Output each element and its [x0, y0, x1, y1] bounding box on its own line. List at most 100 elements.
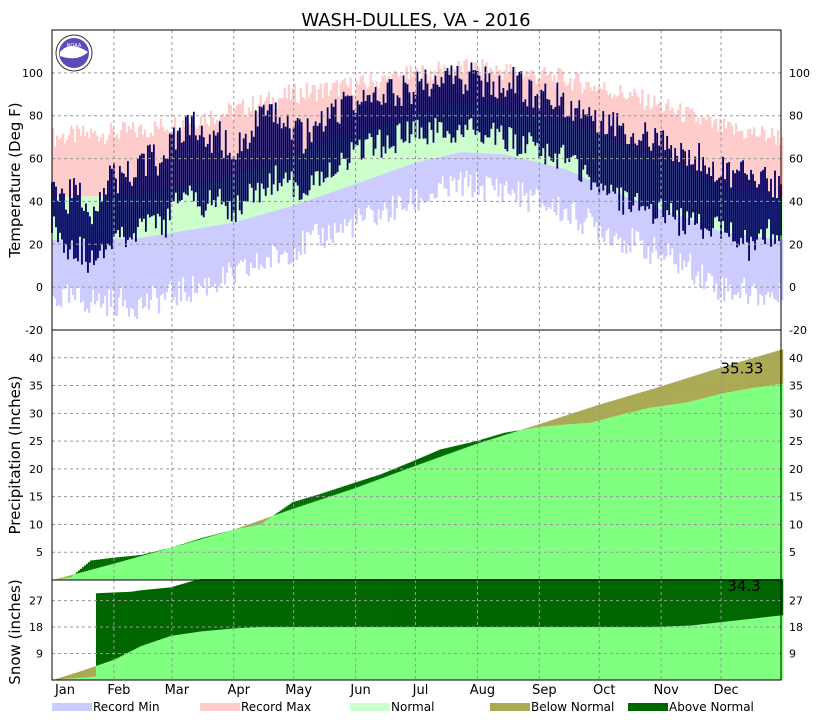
normal-snow-bar [761, 617, 764, 680]
observed-precip-bar [719, 393, 722, 580]
below-normal-bar [245, 525, 249, 528]
legend: Record Min Record Max Normal Below Normal Ab… [52, 700, 754, 714]
above-normal-snow-bar [163, 587, 167, 638]
below-normal-snow-bar [69, 674, 73, 679]
above-normal-snow-bar [245, 579, 249, 628]
normal-bar [217, 178, 221, 226]
above-normal-snow-bar [581, 579, 584, 628]
record-min-bar [489, 153, 492, 178]
normal-bar [289, 155, 292, 207]
record-max-bar [583, 89, 586, 130]
normal-bar [399, 119, 402, 168]
record-min-bar [381, 174, 384, 211]
precip-total-label: 35.33 [721, 359, 764, 377]
above-normal-snow-bar [275, 579, 278, 628]
normal-snow-bar [295, 627, 298, 680]
record-max-bar [465, 58, 468, 104]
record-max-bar [437, 61, 440, 110]
above-normal-snow-bar [459, 579, 462, 628]
observed-precip-bar [711, 395, 714, 580]
below-normal-bar [761, 355, 764, 387]
observed-precip-bar [425, 455, 428, 580]
above-normal-bar [103, 558, 107, 567]
below-normal-bar [657, 387, 660, 407]
record-min-bar [755, 236, 758, 289]
record-min-bar [373, 177, 376, 223]
observed-precip-bar [347, 484, 350, 580]
above-normal-snow-bar [595, 579, 598, 628]
record-min-bar [195, 228, 199, 294]
above-normal-snow-bar [577, 579, 580, 628]
observed-precip-bar [593, 421, 596, 580]
record-min-bar [347, 186, 350, 223]
normal-bar [313, 146, 316, 199]
record-min-bar [183, 230, 187, 293]
below-normal-bar [757, 356, 760, 388]
normal-bar [173, 187, 177, 233]
record-min-bar [595, 183, 598, 223]
observed-precip-bar [689, 401, 692, 580]
above-normal-bar [81, 567, 85, 572]
normal-snow-bar [755, 618, 758, 680]
above-normal-snow-bar [727, 579, 730, 622]
observed-precip-bar [407, 463, 410, 580]
observed-precip-bar [303, 498, 306, 580]
below-normal-bar [649, 389, 652, 408]
record-max-bar [63, 143, 67, 197]
record-min-bar [723, 231, 726, 302]
record-max-bar [87, 138, 91, 197]
below-normal-snow-bar [57, 678, 61, 680]
above-normal-snow-bar [343, 579, 346, 628]
record-min-bar [737, 233, 740, 292]
observed-precip-bar [235, 529, 239, 580]
above-normal-bar [513, 431, 516, 432]
record-min-bar [267, 212, 270, 258]
record-max-bar [717, 131, 720, 188]
record-max-bar [641, 89, 644, 152]
record-max-bar [59, 137, 63, 197]
below-normal-bar [781, 349, 784, 384]
observed-precip-bar [609, 417, 612, 580]
record-max-bar [299, 88, 302, 152]
normal-bar [375, 126, 378, 177]
legend-label: Above Normal [669, 700, 754, 714]
above-normal-snow-bar [413, 579, 416, 628]
above-normal-snow-bar [427, 579, 430, 628]
record-max-bar [225, 113, 229, 177]
below-normal-bar [561, 416, 564, 425]
above-normal-snow-bar [633, 579, 636, 628]
record-min-bar [487, 153, 490, 178]
below-normal-snow-bar [85, 669, 89, 678]
normal-snow-bar [103, 662, 107, 680]
observed-precip-bar [161, 549, 165, 580]
observed-precip-bar [539, 427, 542, 580]
observed-precip-bar [529, 428, 532, 580]
normal-snow-bar [253, 627, 257, 680]
normal-snow-bar [211, 630, 215, 680]
above-normal-snow-bar [495, 579, 498, 628]
record-min-bar [57, 239, 61, 305]
observed-precip-bar [563, 424, 566, 580]
normal-snow-bar [735, 620, 738, 680]
record-max-bar [777, 130, 780, 197]
record-min-bar [69, 239, 73, 287]
above-normal-bar [363, 479, 366, 485]
record-max-bar [81, 125, 85, 197]
below-normal-bar [727, 365, 730, 393]
below-normal-bar [717, 368, 720, 395]
normal-snow-bar [143, 644, 147, 680]
record-min-bar [705, 225, 708, 282]
normal-bar [429, 111, 432, 160]
record-max-bar [773, 136, 776, 197]
observed-precip-bar [267, 518, 270, 580]
above-normal-bar [435, 451, 438, 459]
above-normal-snow-bar [133, 591, 137, 650]
normal-snow-bar [677, 626, 680, 680]
record-min-bar [205, 227, 209, 296]
above-normal-bar [487, 437, 490, 441]
record-min-bar [767, 238, 770, 292]
above-normal-snow-bar [659, 579, 662, 627]
above-normal-snow-bar [211, 579, 215, 631]
record-min-bar [117, 238, 121, 298]
above-normal-bar [135, 555, 139, 558]
